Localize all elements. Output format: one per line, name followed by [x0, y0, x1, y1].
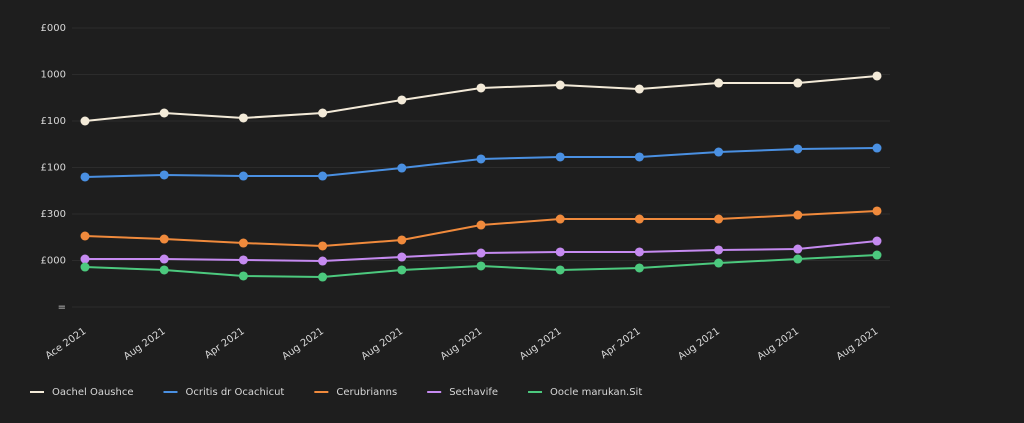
data-point [476, 248, 486, 258]
data-point [80, 116, 90, 126]
legend-item: Cerubrianns [314, 387, 397, 398]
legend-label: Oachel Oaushce [52, 387, 133, 398]
y-tick-label: £000 [41, 256, 66, 267]
x-tick-label: Aug 2021 [439, 326, 485, 363]
data-point [793, 78, 803, 88]
data-point [634, 247, 644, 257]
data-point [476, 220, 486, 230]
y-tick-label: = [58, 302, 66, 313]
x-tick-label: Aug 2021 [122, 326, 168, 363]
data-point [397, 252, 407, 262]
data-point [238, 271, 248, 281]
data-point [80, 254, 90, 264]
data-point [714, 258, 724, 268]
data-point [476, 261, 486, 271]
data-point [476, 154, 486, 164]
data-point [714, 245, 724, 255]
x-tick-label: Apr 2021 [203, 326, 247, 361]
data-point [159, 108, 169, 118]
data-point [318, 272, 328, 282]
data-point [397, 95, 407, 105]
data-point [872, 71, 882, 81]
legend-label: Cerubrianns [336, 387, 397, 398]
data-point [872, 250, 882, 260]
data-point [714, 78, 724, 88]
data-point [634, 152, 644, 162]
data-point [318, 108, 328, 118]
data-point [872, 143, 882, 153]
data-point [318, 171, 328, 181]
data-point [793, 244, 803, 254]
series-line [84, 74, 878, 122]
data-point [555, 80, 565, 90]
data-point [397, 265, 407, 275]
data-point [318, 241, 328, 251]
y-tick-label: 1000 [41, 70, 66, 81]
legend-label: Ocritis dr Ocachicut [185, 387, 284, 398]
data-point [238, 255, 248, 265]
x-tick-label: Aug 2021 [359, 326, 405, 363]
data-point [80, 231, 90, 241]
legend-item: Ocritis dr Ocachicut [163, 387, 284, 398]
data-point [159, 170, 169, 180]
data-point [793, 144, 803, 154]
data-point [555, 265, 565, 275]
y-tick-label: £300 [41, 209, 66, 220]
data-point [159, 234, 169, 244]
data-point [714, 214, 724, 224]
data-point [714, 147, 724, 157]
data-point [476, 83, 486, 93]
x-tick-label: Apr 2021 [599, 326, 643, 361]
data-point [159, 254, 169, 264]
legend-label: Oocle marukan.Sit [550, 387, 642, 398]
x-tick-label: Aug 2021 [835, 326, 881, 363]
data-point [634, 84, 644, 94]
y-tick-label: £100 [41, 116, 66, 127]
data-point [555, 214, 565, 224]
data-point [634, 263, 644, 273]
data-point [80, 262, 90, 272]
y-tick-label: £000 [41, 23, 66, 34]
data-point [555, 152, 565, 162]
data-point [397, 163, 407, 173]
data-point [318, 256, 328, 266]
data-point [634, 214, 644, 224]
legend-item: Sechavife [427, 387, 498, 398]
data-point [872, 206, 882, 216]
y-tick-label: £100 [41, 163, 66, 174]
data-point [238, 171, 248, 181]
x-tick-label: Aug 2021 [755, 326, 801, 363]
data-point [397, 235, 407, 245]
data-point [555, 247, 565, 257]
data-point [793, 254, 803, 264]
data-point [238, 238, 248, 248]
x-tick-label: Ace 2021 [44, 326, 89, 362]
data-point [159, 265, 169, 275]
legend-item: Oachel Oaushce [30, 387, 133, 398]
data-point [238, 113, 248, 123]
x-tick-label: Aug 2021 [518, 326, 564, 363]
x-tick-label: Aug 2021 [280, 326, 326, 363]
legend-item: Oocle marukan.Sit [528, 387, 642, 398]
legend-label: Sechavife [449, 387, 498, 398]
x-tick-label: Aug 2021 [676, 326, 722, 363]
data-point [793, 210, 803, 220]
data-point [872, 236, 882, 246]
data-point [80, 172, 90, 182]
